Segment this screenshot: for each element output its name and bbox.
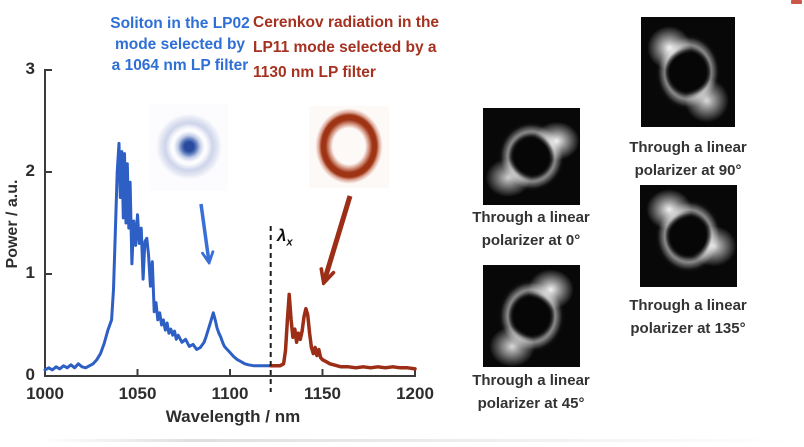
polarizer-label-90deg: Through a linear polarizer at 90° bbox=[608, 136, 768, 182]
polarizer-label-0deg: Through a linear polarizer at 0° bbox=[451, 206, 611, 252]
x-tick-label: 1150 bbox=[304, 384, 341, 403]
cerenkov-arrow bbox=[324, 195, 353, 282]
soliton-arrow bbox=[199, 203, 209, 262]
x-tick-label: 1100 bbox=[211, 384, 249, 403]
soliton-annotation-line3: a 1064 nm LP filter bbox=[111, 57, 249, 74]
soliton-annotation: Soliton in the LP02 mode selected by a 1… bbox=[98, 13, 262, 76]
cerenkov-annotation-line2: LP11 mode selected by a bbox=[253, 39, 437, 56]
x-tick-label: 1000 bbox=[26, 384, 64, 403]
cerenkov-annotation-line3: 1130 nm LP filter bbox=[253, 64, 376, 81]
y-tick-label: 3 bbox=[25, 59, 35, 78]
lambda-symbol: λ bbox=[277, 226, 287, 245]
lp11-mode-image bbox=[309, 106, 389, 188]
polarizer-label-45deg-line1: Through a linear bbox=[472, 372, 590, 389]
lambda-subscript: x bbox=[286, 236, 293, 249]
lambda-x-label: λx bbox=[277, 226, 293, 248]
polarizer-label-0deg-line2: polarizer at 0° bbox=[481, 232, 581, 249]
polarizer-label-45deg-line2: polarizer at 45° bbox=[477, 395, 585, 412]
polarizer-label-135deg: Through a linear polarizer at 135° bbox=[608, 294, 768, 340]
y-tick-label: 1 bbox=[25, 263, 35, 282]
polarizer-image-90deg bbox=[641, 17, 735, 127]
soliton-annotation-line1: Soliton in the LP02 bbox=[110, 15, 250, 32]
polarizer-label-45deg: Through a linear polarizer at 45° bbox=[451, 369, 611, 415]
red-corner-artifact bbox=[791, 0, 802, 4]
page-edge-shadow bbox=[40, 439, 794, 442]
x-tick-label: 1050 bbox=[118, 384, 157, 403]
polarizer-label-90deg-line1: Through a linear bbox=[629, 139, 747, 156]
y-tick-label: 0 bbox=[25, 365, 35, 384]
polarizer-image-0deg bbox=[483, 108, 580, 205]
x-axis-label: Wavelength / nm bbox=[165, 407, 301, 426]
x-tick-label: 1200 bbox=[396, 384, 434, 403]
y-axis-label: Power / a.u. bbox=[4, 179, 21, 269]
polarizer-image-135deg bbox=[640, 185, 737, 287]
polarizer-label-90deg-line2: polarizer at 90° bbox=[634, 162, 742, 179]
lp02-mode-image bbox=[150, 104, 228, 191]
polarizer-label-135deg-line2: polarizer at 135° bbox=[630, 320, 746, 337]
polarizer-label-135deg-line1: Through a linear bbox=[629, 297, 747, 314]
polarizer-image-45deg bbox=[483, 265, 580, 367]
y-tick-label: 2 bbox=[25, 161, 35, 180]
soliton-annotation-line2: mode selected by bbox=[114, 36, 246, 53]
polarizer-label-0deg-line1: Through a linear bbox=[472, 209, 590, 226]
cerenkov-annotation-line1: Cerenkov radiation in the bbox=[253, 14, 440, 31]
cerenkov-annotation: Cerenkov radiation in the LP11 mode sele… bbox=[253, 10, 443, 85]
